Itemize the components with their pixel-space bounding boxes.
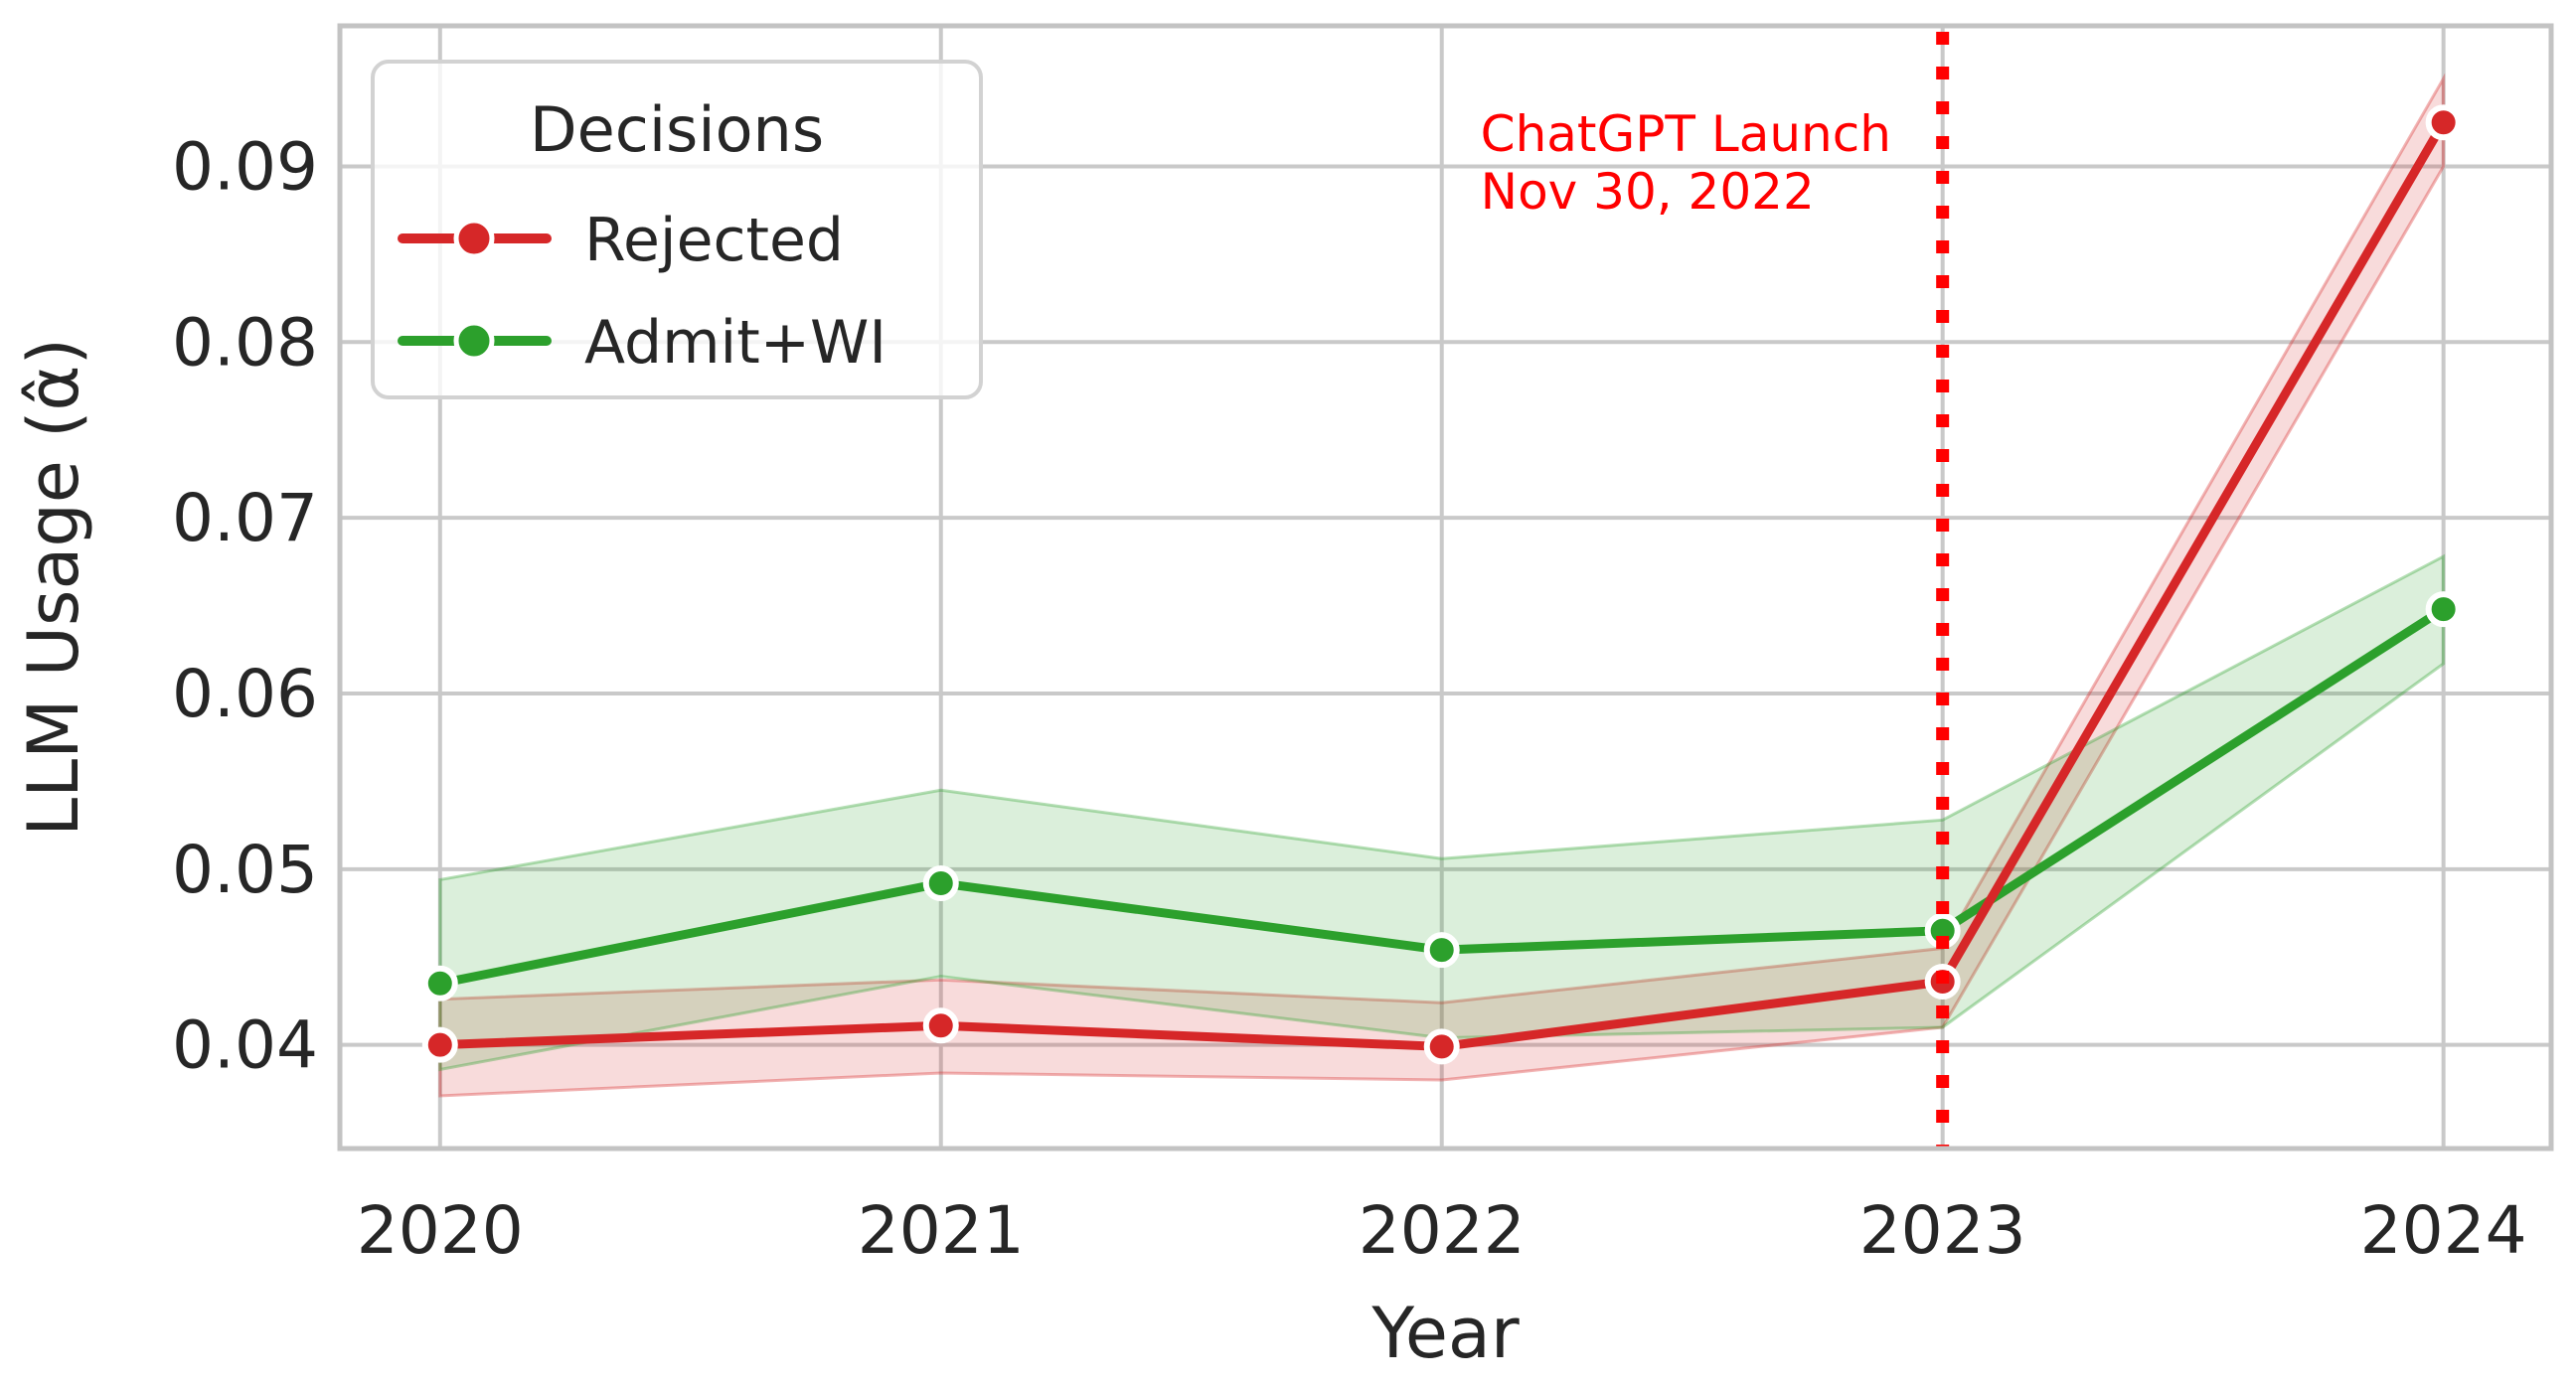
y-tick-label: 0.09	[172, 128, 318, 205]
y-tick-label: 0.06	[172, 656, 318, 732]
x-tick-label: 2024	[2360, 1192, 2527, 1269]
legend-title: Decisions	[530, 93, 824, 166]
legend-label-rejected: Rejected	[584, 206, 844, 275]
rejected-point-2020	[421, 1026, 458, 1063]
x-tick-labels: 2020 2021 2022 2023 2024	[357, 1192, 2527, 1269]
admit-wi-point-2021	[922, 864, 959, 901]
plot-border	[337, 23, 2554, 1152]
y-axis-label: LLM Usage (α̂)	[13, 338, 94, 837]
legend-item-rejected: Rejected	[398, 206, 844, 275]
annotation-line-1: ChatGPT Launch	[1481, 105, 1891, 163]
admit-wi-point-2022	[1423, 932, 1460, 969]
y-tick-labels: 0.04 0.05 0.06 0.07 0.08 0.09	[172, 128, 318, 1083]
legend-marker-dot-rejected	[453, 218, 495, 259]
x-tick-label: 2020	[357, 1192, 524, 1269]
x-tick-label: 2021	[858, 1192, 1025, 1269]
admit-wi-point-2024	[2425, 591, 2462, 628]
rejected-markers	[421, 104, 2462, 1065]
x-tick-label: 2023	[1859, 1192, 2026, 1269]
legend-label-admit-wi: Admit+WI	[584, 308, 886, 378]
y-tick-label: 0.04	[172, 1007, 318, 1084]
x-tick-label: 2022	[1359, 1192, 1526, 1269]
legend-marker-dot-admit-wi	[453, 320, 495, 362]
legend-box	[371, 60, 983, 399]
y-tick-label: 0.05	[172, 832, 318, 908]
x-axis-label: Year	[1370, 1293, 1519, 1374]
rejected-confidence-band	[438, 73, 2446, 1098]
legend: Decisions Rejected Admit+WI	[371, 60, 983, 399]
y-tick-label: 0.08	[172, 304, 318, 381]
rejected-point-2024	[2425, 104, 2462, 141]
rejected-point-2021	[922, 1007, 959, 1044]
annotation-line-2: Nov 30, 2022	[1481, 163, 1815, 221]
y-tick-label: 0.07	[172, 480, 318, 556]
legend-item-admit-wi: Admit+WI	[398, 308, 886, 378]
rejected-point-2022	[1423, 1028, 1460, 1065]
admit-wi-point-2020	[421, 965, 458, 1002]
admit-wi-markers	[421, 591, 2462, 1002]
